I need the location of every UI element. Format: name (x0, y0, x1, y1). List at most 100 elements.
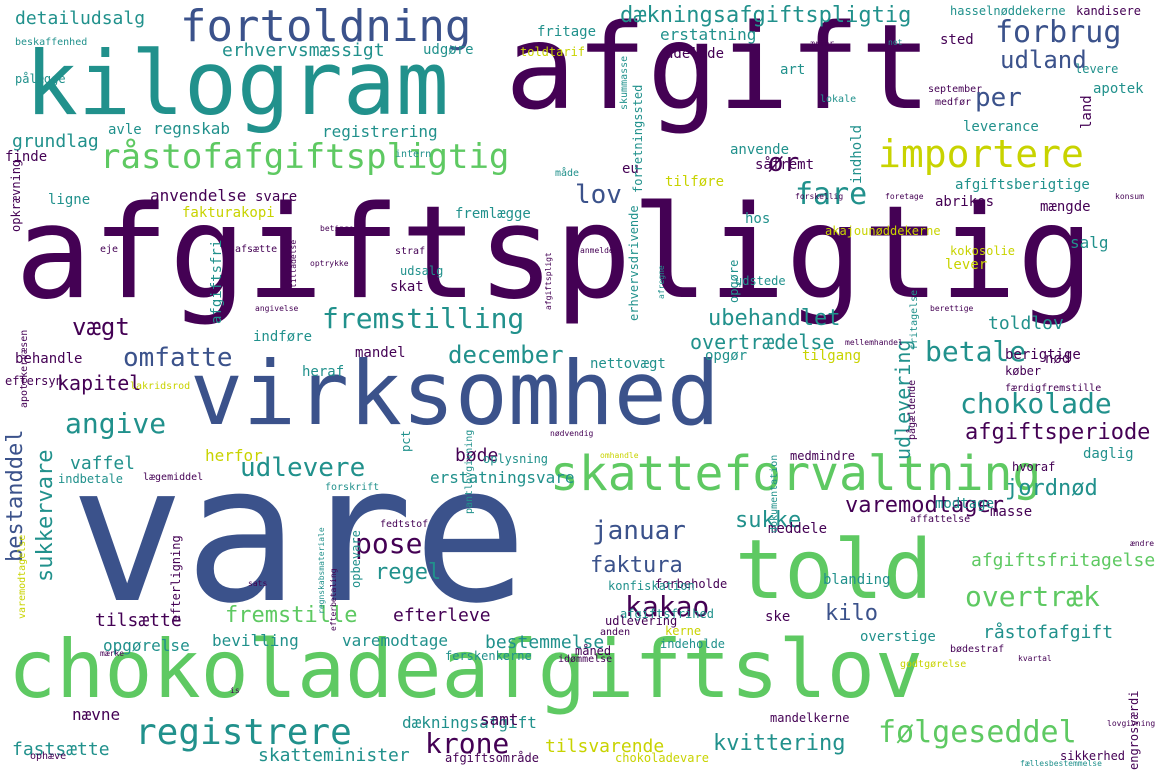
word-forskellig: forskellig (795, 192, 844, 201)
word-lokale: lokale (820, 94, 857, 105)
word-berettige: berettige (930, 304, 974, 313)
word-skat: skat (390, 279, 424, 295)
word-ske: ske (765, 609, 791, 625)
word-indhold: indhold (849, 124, 865, 184)
word-lov: lov (575, 180, 622, 210)
word-kilo: kilo (825, 601, 878, 626)
word-fortoldning: fortoldning (180, 1, 472, 52)
word-hasseln-ddekerne: hasselnøddekerne (950, 4, 1066, 18)
word-oph-ve: ophæve (30, 751, 67, 762)
word-pa-l-gge: pålægge (15, 72, 66, 86)
word-hos: hos (745, 211, 771, 227)
word-opbevare: opbevare (349, 530, 363, 588)
word-regnskab: regnskab (153, 119, 231, 138)
word-sukke: sukke (735, 508, 802, 533)
word-dokumentation: dokumentation (769, 454, 780, 533)
word-fritage: fritage (537, 24, 597, 40)
word-indbetale: indbetale (58, 472, 124, 486)
word-beskaffenhed: beskaffenhed (15, 37, 88, 48)
word-mandel: mandel (355, 345, 406, 361)
word-n-vne: nævne (72, 705, 121, 724)
word-told: told (735, 523, 933, 618)
word-afgiftsfri: afgiftsfri (209, 239, 225, 324)
word-v-gt: vægt (72, 313, 130, 341)
word-fakturakopi: fakturakopi (182, 205, 275, 221)
word-anmelde: anmelde (580, 246, 614, 255)
word-hvoraf: hvoraf (1012, 460, 1056, 474)
word-vare: vare (70, 424, 528, 645)
word-kokosolie: kokosolie (950, 244, 1016, 258)
word-leverance: leverance (963, 119, 1039, 135)
word-sikkerhed: sikkerhed (1060, 749, 1126, 763)
word-blanding: blanding (823, 572, 891, 588)
word-intern: intern (395, 149, 432, 160)
word-afgiftsfrihed: afgiftsfrihed (620, 607, 714, 621)
word-b-destraf: bødestraf (950, 644, 1005, 655)
word-sukkervare: sukkervare (33, 449, 58, 582)
word-betale: betale (925, 335, 1027, 368)
word-erhvervsdrivende: erhvervsdrivende (627, 205, 641, 321)
word-varemodtagelse: varemodtagelse (17, 534, 28, 619)
word-fasts-tte: fastsætte (12, 739, 110, 760)
word-forskrift: forskrift (325, 482, 380, 493)
word-afgiftsomra-de: afgiftsområde (445, 751, 539, 765)
word-lakridsrod: lakridsrod (130, 381, 191, 392)
word-samt: samt (480, 710, 519, 729)
word-afgiftsfritagelse: afgiftsfritagelse (971, 550, 1155, 571)
word-overtr-delse: overtrædelse (690, 330, 835, 354)
word-affattelse: affattelse (910, 514, 971, 525)
word-efterligning: efterligning (169, 535, 183, 622)
word-optrykke: optrykke (310, 259, 349, 268)
word-erhvervsm-ssigt: erhvervsmæssigt (222, 40, 385, 61)
word-nettov-gt: nettovægt (590, 356, 666, 372)
word-land: land (1079, 95, 1095, 129)
word-m-ngde: mængde (1040, 199, 1091, 215)
word-mellemhandel: mellemhandel (845, 338, 903, 347)
word-ra-stofafgift: råstofafgift (983, 622, 1114, 643)
word-behandle: behandle (15, 351, 83, 367)
word-oplysning: oplysning (483, 452, 549, 466)
word-rter: ærter (810, 39, 835, 48)
word-pantlovgivning: pantlovgivning (464, 429, 475, 514)
word-pct: pct (399, 430, 413, 452)
word-erstatning: erstatning (660, 25, 757, 44)
word-overstige: overstige (860, 629, 936, 645)
word-engrosv-rdi: engrosværdi (1127, 690, 1141, 770)
word-n-dvendig: nødvendig (550, 429, 594, 438)
word-per: per (975, 83, 1022, 113)
word-indeholde: indeholde (660, 637, 726, 651)
word-lovgivning: lovgivning (1107, 719, 1155, 728)
word-udlevere: udlevere (240, 453, 366, 483)
word-art: art (780, 62, 806, 78)
word-opg-r: opgør (705, 348, 748, 364)
word-kandisere: kandisere (1076, 4, 1142, 18)
word-sa-fremt: såfremt (755, 157, 815, 173)
word-forbeholde: forbeholde (655, 577, 728, 591)
word-toldtarif: toldtarif (520, 45, 586, 59)
word-bestemmelse: bestemmelse (485, 632, 605, 653)
word-importere: importere (878, 132, 1084, 176)
word-lever: lever (945, 257, 988, 273)
word-abrikos: abrikos (935, 194, 995, 210)
word-masse: masse (990, 504, 1033, 520)
word-ra-stofafgiftspligtig: råstofafgiftspligtig (100, 137, 510, 177)
word-regel: regel (375, 560, 442, 585)
word-udstede: udstede (735, 274, 786, 288)
word-medf-r: medfør (935, 97, 972, 108)
word-levere: levere (1075, 62, 1119, 76)
word-sats: sats (248, 579, 268, 588)
word-f-llesbestemmelse: fællesbestemmelse (1020, 759, 1102, 768)
word-berigtige: berigtige (1005, 347, 1081, 363)
word-indf-re: indføre (253, 329, 313, 345)
word-vaffel: vaffel (70, 453, 136, 474)
word-mandelkerne: mandelkerne (770, 711, 850, 725)
word-tilsvarende: tilsvarende (545, 736, 665, 757)
word-betinge: betinge (320, 224, 354, 233)
word-l-gemiddel: lægemiddel (143, 472, 204, 483)
word-skatteminister: skatteminister (258, 745, 410, 766)
word-virksomhed: virksomhed (190, 342, 720, 445)
word-skummasse: skummasse (619, 55, 630, 110)
word-udsalg: udsalg (400, 264, 444, 278)
word-efterbetaling: efterbetaling (329, 568, 338, 631)
word-b-de: bøde (455, 445, 499, 466)
